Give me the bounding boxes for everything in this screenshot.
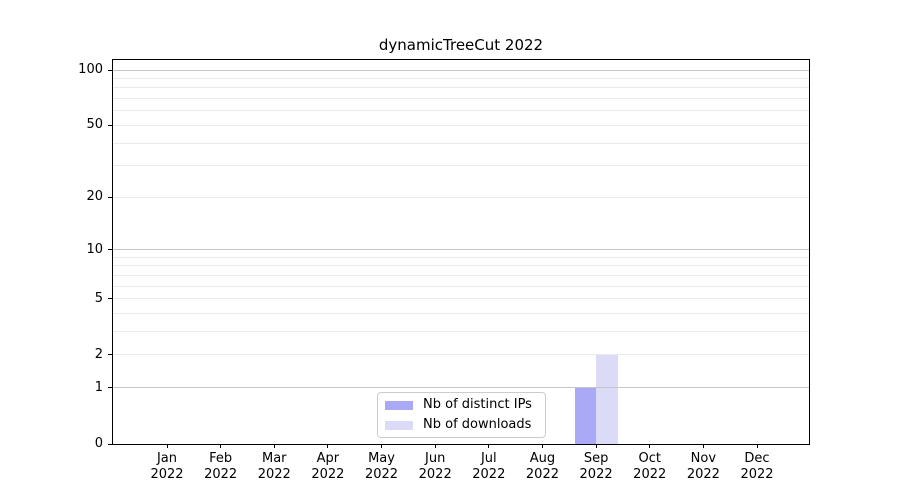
x-tick-label: Apr 2022 [296, 451, 360, 483]
x-tick-month: Oct [638, 451, 661, 466]
y-tick [108, 298, 112, 300]
gridline-minor [113, 77, 809, 79]
x-tick-year: 2022 [686, 467, 720, 482]
gridline-minor [113, 196, 809, 198]
x-tick [166, 444, 168, 448]
x-tick-label: Jan 2022 [135, 451, 199, 483]
x-tick-month: Apr [316, 451, 340, 466]
gridline-major [113, 387, 809, 389]
x-tick [595, 444, 597, 448]
x-tick-year: 2022 [418, 467, 452, 482]
x-tick [327, 444, 329, 448]
legend-label-downloads: Nb of downloads [423, 417, 532, 432]
legend-label-distinct-ips: Nb of distinct IPs [423, 397, 532, 412]
x-tick [702, 444, 704, 448]
x-tick-month: Jul [480, 451, 497, 466]
x-tick-month: Dec [744, 451, 770, 466]
x-tick-label: Feb 2022 [189, 451, 253, 483]
gridline-major [113, 249, 809, 251]
x-tick-year: 2022 [257, 467, 291, 482]
x-tick-label: Aug 2022 [510, 451, 574, 483]
x-tick-label: Nov 2022 [671, 451, 735, 483]
plot-area: Nb of distinct IPs Nb of downloads 0 1 2 5 1… [78, 59, 810, 482]
x-tick-label: Sep 2022 [564, 451, 628, 483]
x-tick-year: 2022 [740, 467, 774, 482]
x-tick-month: Feb [209, 451, 233, 466]
y-tick [108, 443, 112, 445]
x-tick-label: Jun 2022 [403, 451, 467, 483]
gridline-minor [113, 98, 809, 100]
gridline-minor [113, 165, 809, 167]
x-tick-year: 2022 [204, 467, 238, 482]
y-tick [108, 387, 112, 389]
y-tick-label: 20 [86, 189, 103, 205]
y-tick [108, 354, 112, 356]
legend-swatch-distinct-ips [385, 400, 413, 410]
bar-distinct-ips-sep [574, 387, 597, 444]
y-tick [108, 196, 112, 198]
gridline-minor [113, 298, 809, 300]
legend-item-downloads: Nb of downloads [385, 416, 538, 434]
gridline-minor [113, 285, 809, 287]
x-tick [756, 444, 758, 448]
gridline-minor [113, 331, 809, 333]
x-tick-year: 2022 [364, 467, 399, 482]
gridline-minor [113, 256, 809, 258]
gridline-minor [113, 124, 809, 126]
x-tick [220, 444, 222, 448]
y-tick [108, 249, 112, 251]
x-tick-year: 2022 [472, 467, 506, 482]
gridline-minor [113, 313, 809, 315]
x-tick-year: 2022 [150, 467, 184, 482]
x-tick-month: Mar [262, 451, 287, 466]
gridline-minor [113, 142, 809, 144]
y-tick-label: 2 [94, 346, 103, 362]
x-tick-month: May [368, 451, 395, 466]
x-tick-year: 2022 [579, 467, 613, 482]
y-tick-label: 0 [94, 436, 103, 451]
bar-downloads-sep [596, 354, 618, 444]
x-tick [488, 444, 490, 448]
x-tick [434, 444, 436, 448]
x-tick-label: May 2022 [350, 451, 414, 483]
y-tick-label: 100 [78, 62, 103, 77]
x-tick-year: 2022 [633, 467, 667, 482]
x-tick [273, 444, 275, 448]
gridline-minor [113, 110, 809, 112]
x-tick-year: 2022 [525, 467, 559, 482]
x-tick [649, 444, 651, 448]
gridline-minor [113, 274, 809, 276]
legend: Nb of distinct IPs Nb of downloads [377, 392, 546, 438]
y-tick-label: 1 [94, 379, 103, 395]
x-tick-year: 2022 [311, 467, 345, 482]
x-tick-month: Jun [425, 451, 446, 466]
x-tick-month: Nov [690, 451, 717, 466]
y-tick-label: 10 [86, 241, 103, 257]
x-tick-month: Aug [529, 451, 556, 466]
y-tick-label: 5 [94, 290, 103, 306]
x-tick-month: Sep [583, 451, 609, 466]
y-tick [108, 124, 112, 126]
x-tick-month: Jan [156, 451, 178, 466]
x-tick-label: Jul 2022 [457, 451, 521, 483]
legend-swatch-downloads [385, 420, 413, 430]
y-tick [108, 69, 112, 71]
gridline-minor [113, 354, 809, 356]
gridline-major [113, 69, 809, 71]
x-tick [541, 444, 543, 448]
y-tick-label: 50 [86, 117, 103, 133]
x-tick-label: Mar 2022 [242, 451, 306, 483]
gridline-minor [113, 87, 809, 89]
chart-title: dynamicTreeCut 2022 [378, 36, 544, 54]
x-tick-label: Dec 2022 [725, 451, 789, 483]
legend-item-distinct-ips: Nb of distinct IPs [385, 396, 538, 414]
x-tick [381, 444, 383, 448]
gridline-minor [113, 265, 809, 267]
x-tick-label: Oct 2022 [618, 451, 682, 483]
